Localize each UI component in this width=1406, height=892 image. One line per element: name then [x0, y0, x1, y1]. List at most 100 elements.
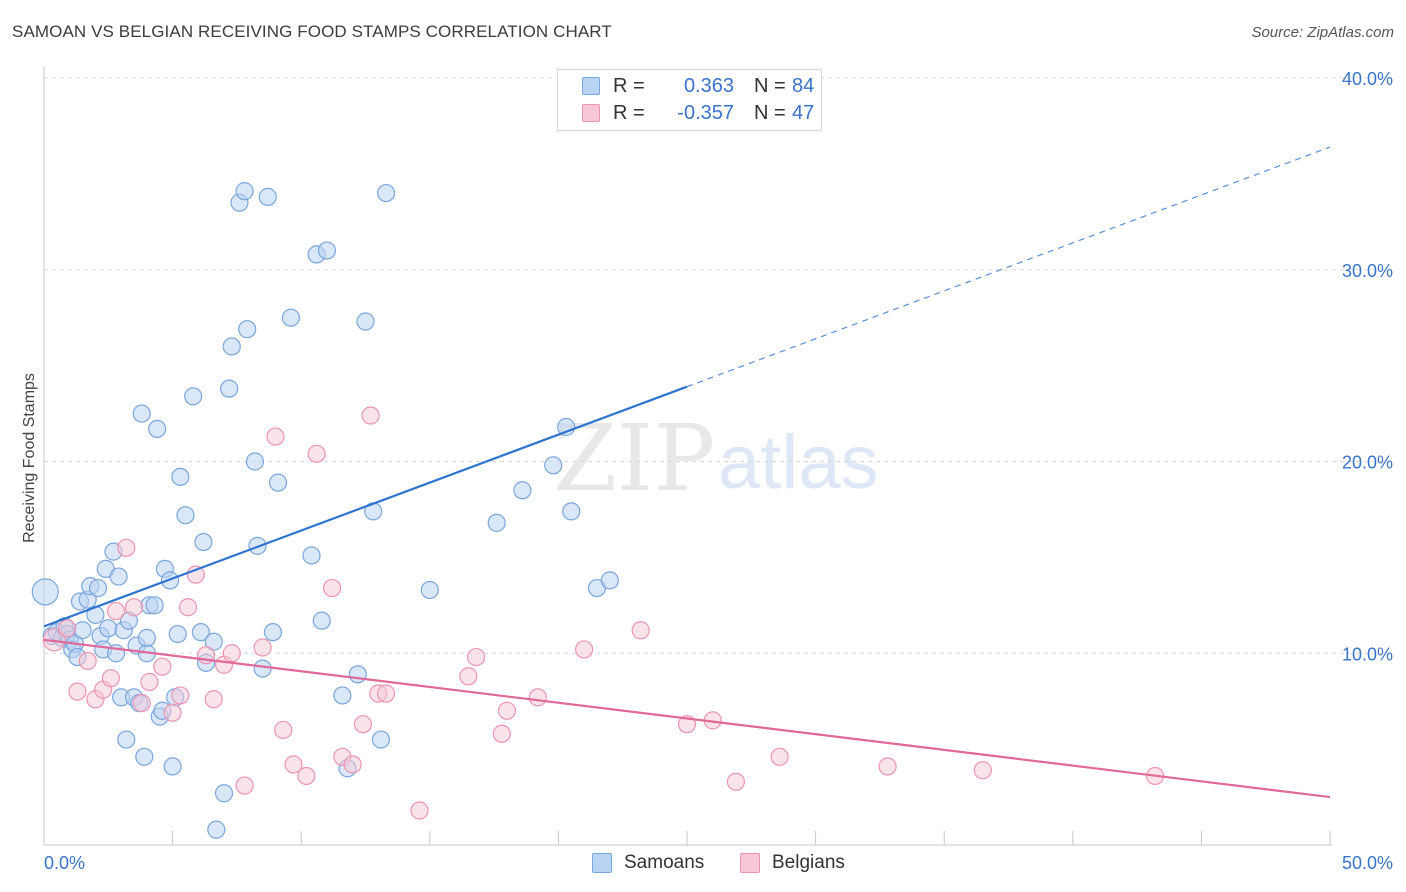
samoan-point [376, 183, 396, 203]
belgian-point [235, 776, 254, 795]
x-tick-label: 0.0% [44, 853, 85, 873]
samoan-point [207, 820, 226, 839]
samoan-point [222, 337, 241, 356]
r-label: R = [613, 74, 645, 97]
samoan-point [371, 730, 391, 749]
belgian-point [78, 651, 97, 671]
grid-lines [44, 77, 1392, 654]
belgian-point [307, 444, 326, 463]
trend-lines [43, 146, 1331, 799]
belgian-point [101, 669, 120, 688]
watermark-zip: ZIP [553, 405, 715, 512]
belgian-point [459, 667, 478, 686]
y-tick-label: 30.0% [1342, 261, 1393, 281]
legend-samoans[interactable]: Samoans [592, 852, 704, 874]
belgian-point [297, 766, 316, 786]
belgian-point [878, 757, 897, 776]
samoan-points [31, 182, 619, 839]
axes [43, 66, 1332, 846]
belgian-point [117, 538, 136, 557]
samoan-point [544, 456, 563, 475]
samoan-point [317, 241, 337, 260]
legend-belgians-label: Belgians [772, 852, 845, 873]
belgian-point [153, 657, 172, 676]
series-legend: Samoans Belgians [0, 852, 1406, 878]
belgian-point [497, 701, 517, 720]
belgian-point [132, 694, 151, 713]
legend-belgians[interactable]: Belgians [740, 852, 845, 874]
n-label: N = [754, 74, 786, 97]
samoan-point [73, 621, 92, 640]
samoan-point [253, 659, 272, 678]
belgian-point [140, 672, 159, 692]
samoan-point [348, 665, 367, 684]
samoan-point [263, 623, 283, 642]
tick-labels: 10.0% 20.0% 30.0% 40.0% 0.0% 50.0% [44, 69, 1393, 873]
samoan-point [194, 532, 213, 552]
belgian-point [322, 578, 342, 598]
belgian-point [528, 688, 547, 707]
y-tick-label: 10.0% [1342, 644, 1393, 664]
belgian-point [106, 601, 126, 621]
belgian-point [410, 801, 429, 820]
belgian-points [42, 406, 1165, 820]
samoan-point [281, 308, 301, 327]
r-value: 0.363 [683, 74, 734, 97]
samoan-point [333, 686, 352, 705]
samoan-point [191, 623, 210, 642]
legend-row-belgians: R = -0.357 N = 47 [582, 102, 814, 124]
samoan-point [220, 379, 239, 398]
y-tick-label: 40.0% [1342, 69, 1393, 89]
belgian-point [266, 427, 285, 446]
samoan-point [312, 611, 331, 630]
n-label: N = [754, 101, 786, 124]
belgian-point [770, 747, 789, 766]
r-value: -0.357 [677, 101, 734, 124]
samoan-point [356, 312, 375, 331]
samoan-swatch [592, 853, 612, 873]
y-axis-title: Receiving Food Stamps [21, 373, 38, 543]
legend-samoans-label: Samoans [624, 852, 705, 873]
samoan-point [145, 596, 164, 615]
samoan-point [184, 387, 203, 406]
samoan-point [135, 747, 154, 766]
y-tick-label: 20.0% [1342, 453, 1393, 473]
samoan-point [238, 320, 257, 339]
r-label: R = [613, 101, 645, 124]
chart-title: SAMOAN VS BELGIAN RECEIVING FOOD STAMPS … [12, 22, 612, 41]
samoan-point [487, 513, 506, 532]
belgian-point [274, 720, 293, 740]
belgian-point [343, 755, 362, 774]
samoan-point [117, 730, 136, 749]
samoan-point [148, 419, 167, 439]
watermark-atlas: atlas [718, 420, 879, 505]
samoan-point [420, 580, 439, 600]
belgian-swatch [740, 853, 760, 873]
belgian-point [68, 682, 87, 701]
n-value: 47 [792, 101, 815, 124]
watermark: ZIP atlas [553, 405, 879, 512]
samoan-point [163, 757, 182, 776]
samoan-point [88, 578, 108, 598]
belgian-point [284, 755, 303, 774]
samoan-point [31, 578, 59, 606]
legend-row-samoans: R = 0.363 N = 84 [582, 75, 814, 97]
belgian-point [178, 598, 198, 617]
belgian-point [163, 703, 182, 722]
belgian-point [726, 772, 745, 791]
belgian-trend-line [43, 638, 1331, 799]
x-tick-label: 50.0% [1342, 853, 1393, 873]
samoan-point [268, 473, 288, 492]
samoan-trend-line [43, 385, 688, 628]
belgian-point [222, 644, 241, 663]
samoan-point [132, 404, 151, 423]
samoan-point [513, 481, 532, 500]
samoan-point [562, 502, 581, 521]
samoan-point [214, 784, 234, 803]
belgian-point [973, 761, 992, 780]
correlation-legend: R = 0.363 N = 84 R = -0.357 N = 47 [557, 69, 822, 131]
belgian-point [575, 640, 594, 659]
samoan-point [302, 546, 321, 565]
belgian-point [466, 647, 486, 667]
